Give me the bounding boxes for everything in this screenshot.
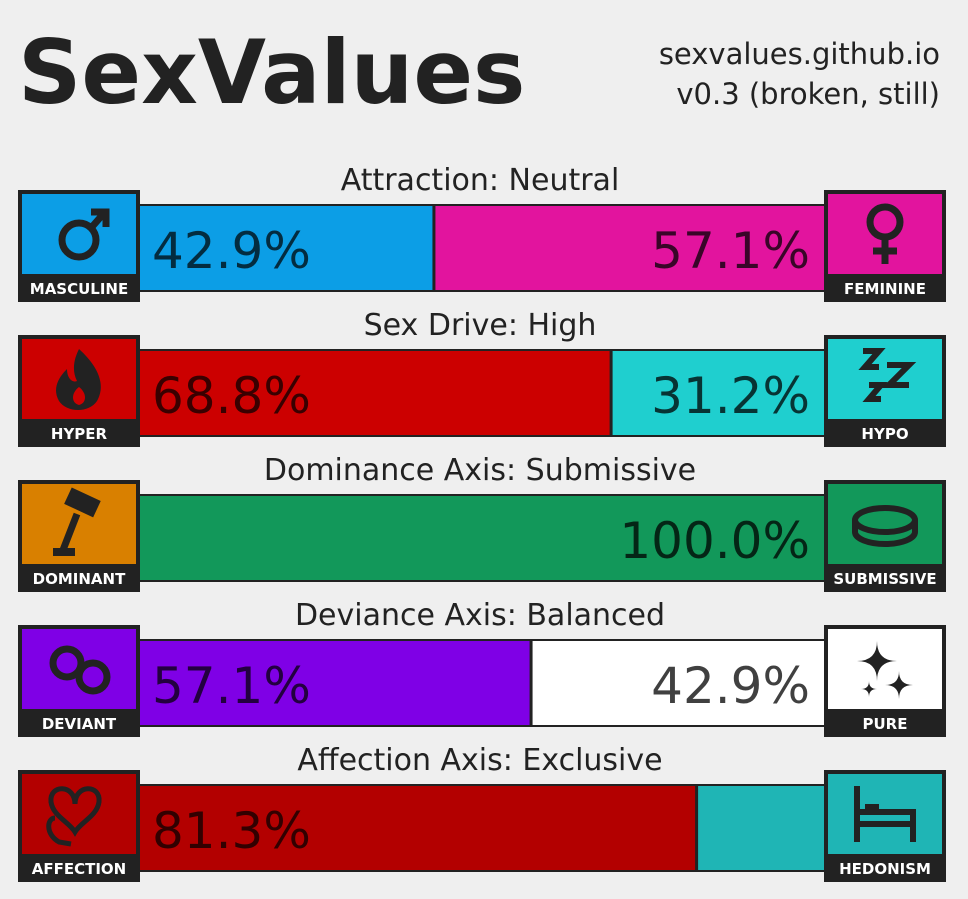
bar-segment [140, 786, 697, 870]
icon [865, 804, 879, 812]
icon [75, 659, 111, 695]
icon-label: DEVIANT [42, 715, 117, 733]
icon-label-strip [826, 419, 944, 445]
icon [866, 203, 904, 264]
icon-label: HEDONISM [839, 860, 931, 878]
icon-label: SUBMISSIVE [833, 570, 936, 588]
axis-title: Dominance Axis: Submissive [264, 453, 696, 488]
icon-label: FEMININE [844, 280, 926, 298]
site-url: sexvalues.github.io [659, 37, 940, 71]
axis-title: Deviance Axis: Balanced [295, 598, 665, 633]
icon [49, 645, 85, 681]
icon-label-strip [826, 564, 944, 590]
site-title: SexValues [18, 21, 525, 124]
axis-title: Sex Drive: High [364, 308, 597, 343]
icon [64, 487, 101, 518]
icon [873, 237, 897, 264]
axis-title: Attraction: Neutral [341, 163, 620, 198]
icon-label-strip [20, 419, 138, 445]
icon-label: HYPER [51, 425, 108, 443]
icon [858, 348, 917, 402]
icon [56, 349, 101, 410]
bar-segment [610, 351, 824, 435]
bar-divider [529, 641, 533, 725]
icon-label: AFFECTION [32, 860, 126, 878]
icon-label-strip [20, 709, 138, 735]
icon [861, 681, 877, 697]
axis-title: Affection Axis: Exclusive [297, 743, 662, 778]
bar-divider [695, 786, 699, 870]
value-label: 57.1% [651, 222, 810, 280]
bar-segment [530, 641, 824, 725]
icon-label: DOMINANT [33, 570, 126, 588]
icon-label-strip [826, 274, 944, 300]
icon [56, 349, 101, 410]
icon-label: HYPO [861, 425, 908, 443]
icon-label: PURE [863, 715, 908, 733]
icon-label-strip [826, 854, 944, 880]
icon [88, 208, 110, 231]
bar-divider [432, 206, 436, 290]
icon-label: MASCULINE [30, 280, 128, 298]
icon-label-strip [20, 274, 138, 300]
value-label: 68.8% [152, 367, 311, 425]
bar-segment [140, 351, 611, 435]
icon [46, 786, 102, 847]
icon [857, 641, 913, 699]
icon-label-strip [20, 564, 138, 590]
icon [53, 548, 75, 556]
icon [58, 208, 110, 261]
bar-segment [140, 641, 531, 725]
value-label: 42.9% [651, 657, 810, 715]
icon [58, 219, 100, 261]
value-label: 100.0% [619, 512, 810, 570]
bar-segment [433, 206, 824, 290]
value-label: 42.9% [152, 222, 311, 280]
value-label: 57.1% [152, 657, 311, 715]
icon [857, 641, 897, 681]
bar-segment [140, 496, 824, 580]
icon [885, 671, 913, 699]
version: v0.3 (broken, still) [676, 77, 940, 111]
icon [852, 520, 918, 547]
icon [59, 512, 81, 552]
icon [858, 348, 917, 402]
icon [49, 645, 111, 695]
bar-segment [140, 206, 434, 290]
value-label: 81.3% [152, 802, 311, 860]
icon [53, 487, 101, 556]
bar-segment [696, 786, 824, 870]
icon [854, 786, 916, 842]
icon [852, 505, 918, 547]
icon-label-strip [20, 854, 138, 880]
icon [46, 786, 102, 847]
value-label: 31.2% [651, 367, 810, 425]
icon-label-strip [826, 709, 944, 735]
bar-divider [609, 351, 613, 435]
